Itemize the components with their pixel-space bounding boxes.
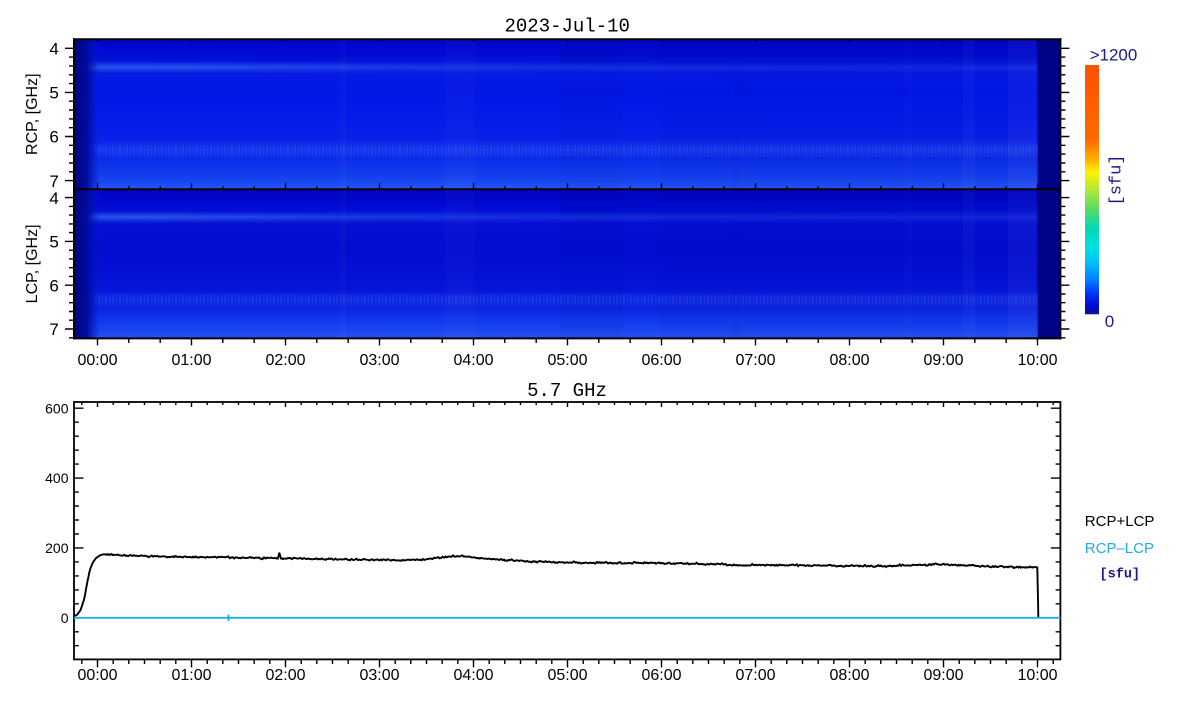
svg-text:7: 7 bbox=[49, 172, 58, 191]
svg-text:6: 6 bbox=[49, 276, 58, 295]
svg-text:09:00: 09:00 bbox=[923, 667, 963, 684]
svg-text:02:00: 02:00 bbox=[265, 667, 305, 684]
svg-text:>1200: >1200 bbox=[1090, 45, 1138, 64]
svg-text:03:00: 03:00 bbox=[359, 667, 399, 684]
svg-text:08:00: 08:00 bbox=[829, 352, 869, 369]
svg-text:05:00: 05:00 bbox=[547, 352, 587, 369]
svg-text:200: 200 bbox=[45, 540, 69, 556]
svg-text:01:00: 01:00 bbox=[171, 667, 211, 684]
svg-text:0: 0 bbox=[1105, 312, 1114, 331]
svg-text:400: 400 bbox=[45, 470, 69, 486]
svg-text:RCP+LCP: RCP+LCP bbox=[1085, 513, 1155, 530]
svg-text:04:00: 04:00 bbox=[453, 667, 493, 684]
svg-text:10:00: 10:00 bbox=[1017, 667, 1057, 684]
svg-text:5: 5 bbox=[49, 84, 58, 103]
svg-text:02:00: 02:00 bbox=[265, 352, 305, 369]
svg-text:[sfu]: [sfu] bbox=[1108, 154, 1127, 205]
svg-text:RCP–LCP: RCP–LCP bbox=[1085, 540, 1154, 557]
svg-text:10:00: 10:00 bbox=[1017, 352, 1057, 369]
svg-text:6: 6 bbox=[49, 128, 58, 147]
svg-text:LCP, [GHz]: LCP, [GHz] bbox=[24, 224, 41, 303]
svg-text:4: 4 bbox=[49, 189, 58, 208]
svg-text:00:00: 00:00 bbox=[77, 667, 117, 684]
svg-text:09:00: 09:00 bbox=[923, 352, 963, 369]
svg-text:05:00: 05:00 bbox=[547, 667, 587, 684]
svg-text:0: 0 bbox=[61, 610, 69, 626]
svg-text:04:00: 04:00 bbox=[453, 352, 493, 369]
svg-text:08:00: 08:00 bbox=[829, 667, 869, 684]
svg-text:RCP, [GHz]: RCP, [GHz] bbox=[24, 73, 41, 155]
svg-text:2023-Jul-10: 2023-Jul-10 bbox=[504, 16, 629, 38]
svg-text:06:00: 06:00 bbox=[641, 667, 681, 684]
svg-text:5: 5 bbox=[49, 233, 58, 252]
svg-text:7: 7 bbox=[49, 320, 58, 339]
svg-text:07:00: 07:00 bbox=[735, 667, 775, 684]
svg-text:[sfu]: [sfu] bbox=[1100, 567, 1141, 582]
svg-text:07:00: 07:00 bbox=[735, 352, 775, 369]
svg-text:4: 4 bbox=[49, 40, 58, 59]
svg-text:600: 600 bbox=[45, 400, 69, 416]
svg-text:06:00: 06:00 bbox=[641, 352, 681, 369]
svg-text:03:00: 03:00 bbox=[359, 352, 399, 369]
svg-text:5.7 GHz: 5.7 GHz bbox=[527, 380, 607, 402]
svg-text:01:00: 01:00 bbox=[171, 352, 211, 369]
svg-text:00:00: 00:00 bbox=[77, 352, 117, 369]
